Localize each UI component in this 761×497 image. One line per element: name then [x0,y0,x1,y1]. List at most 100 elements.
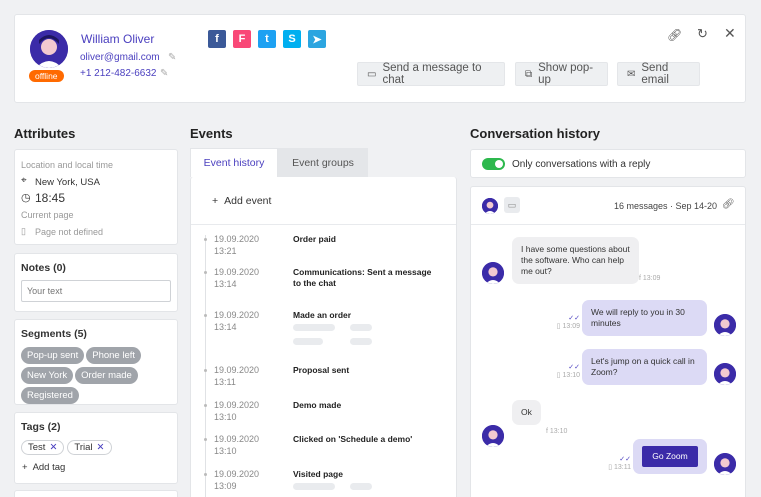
event-title: Communications: Sent a message to the ch… [293,267,432,288]
notes-title: Notes (0) [21,262,66,274]
twitter-icon[interactable]: t [258,30,276,48]
event-title: Clicked on 'Schedule a demo' [293,434,413,444]
go-zoom-button[interactable]: Go Zoom [642,446,698,467]
segments-title: Segments (5) [21,328,87,340]
send-message-button[interactable]: ▭ Send a message to chat [357,62,505,86]
avatar [30,30,68,68]
attributes-title: Attributes [14,126,76,141]
outgoing-message: Let's jump on a quick call in Zoom? [582,349,707,385]
message-time: f 13:09 [639,275,661,282]
plus-icon: + [22,462,28,473]
tags-card: Tags (2) Test ✕ Trial ✕ + Add tag [14,412,178,484]
event-datetime: 19.09.2020 13:21 [214,234,260,256]
link-icon[interactable]: 🔗︎ [667,28,683,42]
segment-chip[interactable]: New York [21,367,74,384]
events-card: + Add event 19.09.2020 13:21 Order paid 19.… [190,177,457,497]
location-value: New York, USA [35,177,100,188]
add-tag-button[interactable]: + Add tag [22,462,66,473]
conversation-summary: 16 messages · Sep 14-20 [614,201,718,211]
outgoing-message: We will reply to you in 30 minutes [582,300,707,336]
event-datetime: 19.09.2020 13:14 [214,267,260,289]
page-icon: ▯ [21,226,26,236]
avatar [482,262,504,284]
placeholder-bar [350,324,372,331]
divider [471,224,745,225]
foursquare-icon[interactable]: F [233,30,251,48]
avatar [714,363,736,385]
message-time: f 13:10 [546,428,568,435]
tags-title: Tags (2) [21,421,61,433]
conversation-title: Conversation history [470,126,601,141]
avatar [482,198,498,214]
event-title: Visited page [293,469,343,479]
segment-chip[interactable]: Pop-up sent [21,347,85,364]
event-datetime: 19.09.2020 13:10 [214,434,260,456]
placeholder-bar [293,338,323,345]
phone-icon: ▯ [556,372,563,379]
timeline-dot [204,404,207,407]
contact-phone[interactable]: +1 212-482-6632 [80,68,157,79]
phone-icon: ▯ [608,464,614,471]
tag-chip: Trial ✕ [67,440,112,455]
show-popup-button[interactable]: ⧉ Show pop-up [515,62,608,86]
contact-name[interactable]: William Oliver [81,32,155,46]
contact-email[interactable]: oliver@gmail.com [80,52,160,63]
timeline-dot [204,271,207,274]
segment-chip[interactable]: Registered [21,387,79,404]
link-icon[interactable]: 🔗︎ [722,199,735,210]
skype-icon[interactable]: S [283,30,301,48]
double-check-icon: ✓✓ [619,456,631,463]
timeline-dot [204,438,207,441]
add-event-button[interactable]: + Add event [212,195,272,207]
event-title: Proposal sent [293,365,350,375]
remove-tag-icon[interactable]: ✕ [96,442,105,453]
edit-phone-icon[interactable]: ✎ [160,68,169,79]
segments-card: Segments (5) Pop-up sent Phone left New Yo… [14,319,178,405]
tab-event-history[interactable]: Event history [190,148,278,177]
timeline-dot [204,369,207,372]
chat-icon: ▭ [367,68,377,80]
event-datetime: 19.09.2020 13:14 [214,310,260,332]
edit-email-icon[interactable]: ✎ [168,52,177,63]
pin-icon: ⌖ [21,175,27,186]
message-time: ✓✓ ▯ 13:09 [556,315,580,330]
segments-list: Pop-up sent Phone left New York Order made R… [21,347,171,407]
tag-chip: Test ✕ [21,440,65,455]
refresh-icon[interactable]: ↻ [697,26,708,41]
event-title: Made an order [293,310,352,320]
location-label: Location and local time [21,160,114,170]
placeholder-bar [350,483,372,490]
timeline-line [205,235,206,497]
double-check-icon: ✓✓ [568,364,580,371]
plus-icon: + [212,195,219,207]
telegram-icon[interactable]: ➤ [308,30,326,48]
segment-chip[interactable]: Phone left [86,347,142,364]
event-title: Demo made [293,400,342,410]
placeholder-bar [293,483,335,490]
notes-card: Notes (0) [14,253,178,312]
reply-filter-card: Only conversations with a reply [470,149,746,178]
tab-event-groups[interactable]: Event groups [278,148,368,177]
close-icon[interactable]: ✕ [724,25,736,41]
reply-filter-toggle[interactable] [482,158,505,170]
divider [191,224,456,225]
event-datetime: 19.09.2020 13:09 [214,469,260,491]
incoming-message: I have some questions about the software… [512,237,639,284]
facebook-icon: f [639,275,643,282]
message-time: ✓✓ ▯ 13:11 [608,456,631,471]
popup-icon: ⧉ [525,68,533,80]
timeline-dot [204,473,207,476]
send-email-button[interactable]: ✉ Send email [617,62,700,86]
incoming-message: Ok [512,400,541,425]
avatar [714,314,736,336]
reply-filter-label: Only conversations with a reply [512,159,651,170]
tags-list: Test ✕ Trial ✕ [21,440,115,455]
facebook-icon: f [546,428,550,435]
timeline-dot [204,314,207,317]
facebook-icon[interactable]: f [208,30,226,48]
status-badge: offline [29,70,64,82]
notes-input[interactable] [21,280,171,302]
timeline-dot [204,238,207,241]
segment-chip[interactable]: Order made [75,367,138,384]
remove-tag-icon[interactable]: ✕ [49,442,58,453]
